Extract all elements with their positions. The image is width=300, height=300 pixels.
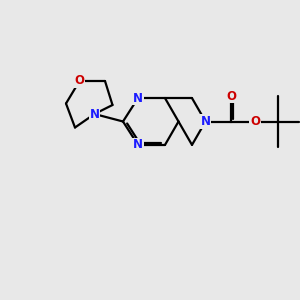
Text: O: O [74, 74, 85, 88]
Text: O: O [250, 115, 260, 128]
Text: N: N [133, 92, 143, 105]
Text: N: N [89, 107, 100, 121]
Text: N: N [133, 138, 143, 152]
Text: O: O [226, 89, 236, 103]
Text: N: N [200, 115, 211, 128]
